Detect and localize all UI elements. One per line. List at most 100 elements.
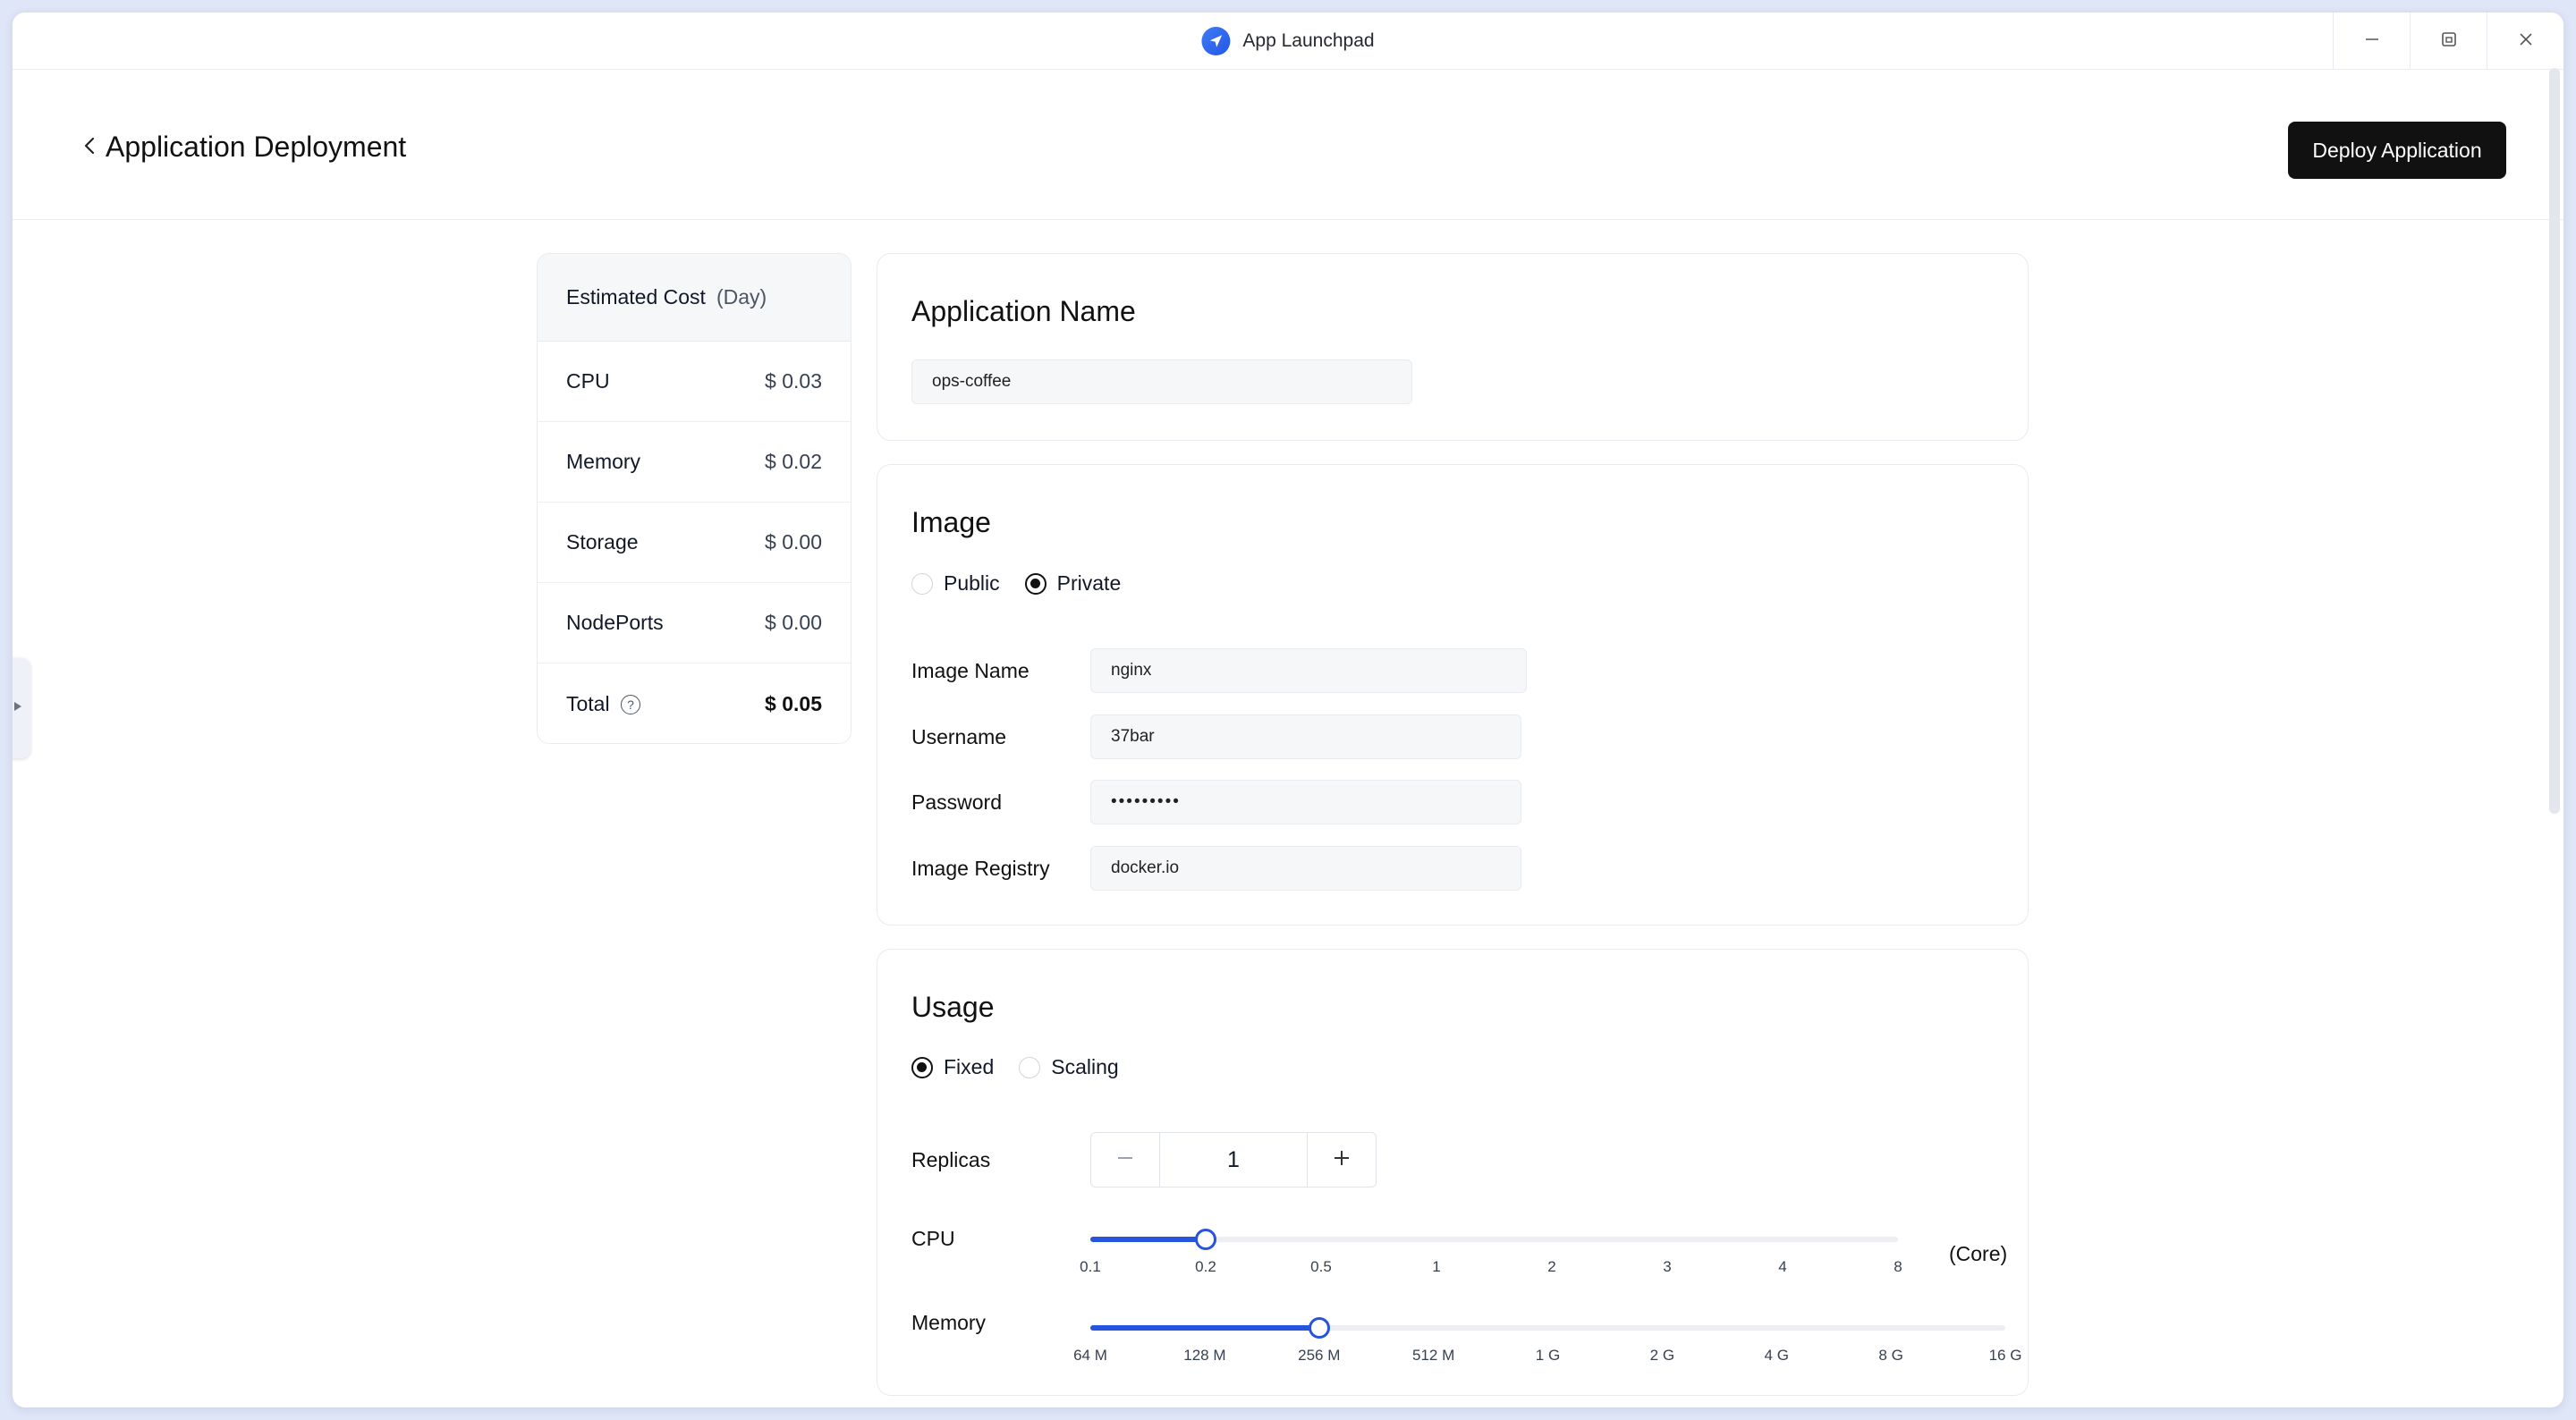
estimated-cost-panel: Estimated Cost (Day) CPU $ 0.03 Memory $…: [537, 253, 852, 744]
plus-icon: [1332, 1148, 1352, 1172]
slider-tick-label[interactable]: 1 G: [1535, 1347, 1561, 1364]
image-visibility-radio-group: Public Private: [911, 571, 1135, 596]
usage-title: Usage: [911, 991, 995, 1023]
increment-button[interactable]: [1308, 1133, 1376, 1187]
cost-row-memory: Memory $ 0.02: [538, 422, 851, 503]
username-input[interactable]: [1090, 714, 1521, 759]
cost-title: Estimated Cost: [566, 285, 706, 309]
slider-tick-label[interactable]: 64 M: [1073, 1347, 1107, 1364]
slider-tick-label[interactable]: 8: [1894, 1258, 1902, 1275]
cpu-label: CPU: [911, 1227, 955, 1250]
cost-price: $ 0.03: [765, 369, 822, 393]
minimize-button[interactable]: [2333, 13, 2410, 70]
slider-tick-label[interactable]: 256 M: [1298, 1347, 1341, 1364]
replicas-label: Replicas: [911, 1148, 991, 1171]
password-input[interactable]: [1090, 780, 1521, 824]
radio-label: Private: [1056, 571, 1122, 595]
memory-slider[interactable]: 64 M 128 M 256 M 512 M 1 G 2 G 4 G 8 G 16 G: [1073, 1317, 2021, 1375]
page-header: Application Deployment Deploy Applicatio…: [13, 70, 2563, 220]
caret-right-icon: [13, 700, 23, 717]
slider-thumb[interactable]: [1308, 1317, 1330, 1339]
slider-tick-label[interactable]: 16 G: [1988, 1347, 2022, 1364]
slider-tick-label[interactable]: 0.1: [1080, 1258, 1101, 1275]
username-label: Username: [911, 725, 1007, 748]
radio-private[interactable]: Private: [1024, 571, 1122, 596]
cost-label: NodePorts: [566, 611, 664, 634]
cost-row-storage: Storage $ 0.00: [538, 503, 851, 583]
radio-label: Public: [944, 571, 1000, 595]
slider-tick-label[interactable]: 8 G: [1878, 1347, 1903, 1364]
slider-tick-label[interactable]: 2: [1547, 1258, 1556, 1275]
radio-fixed[interactable]: Fixed: [911, 1055, 994, 1079]
cost-price: $ 0.00: [765, 530, 822, 554]
cost-price: $ 0.00: [765, 611, 822, 634]
radio-circle: [1019, 1056, 1041, 1078]
page-title: Application Deployment: [106, 131, 407, 163]
chevron-left-icon: [80, 135, 101, 161]
cpu-slider[interactable]: 0.1 0.2 0.5 1 2 3 4 8: [1080, 1229, 1902, 1287]
application-name-title: Application Name: [911, 295, 1136, 327]
radio-label: Scaling: [1051, 1055, 1119, 1078]
slider-tick-label[interactable]: 128 M: [1183, 1347, 1226, 1364]
image-title: Image: [911, 506, 991, 538]
replicas-value[interactable]: 1: [1159, 1133, 1308, 1187]
restore-icon: [2440, 30, 2458, 53]
slider-thumb[interactable]: [1195, 1229, 1216, 1250]
image-registry-input[interactable]: [1090, 846, 1521, 891]
slider-tick-label[interactable]: 512 M: [1412, 1347, 1455, 1364]
cost-header: Estimated Cost (Day): [538, 254, 851, 342]
memory-label: Memory: [911, 1311, 987, 1334]
slider-tick-label[interactable]: 4: [1778, 1258, 1787, 1275]
radio-circle: [911, 1056, 933, 1078]
usage-mode-radio-group: Fixed Scaling: [911, 1055, 1133, 1079]
radio-circle: [1024, 572, 1046, 595]
sidebar-toggle-handle[interactable]: [13, 658, 30, 758]
cost-row-nodeports: NodePorts $ 0.00: [538, 583, 851, 664]
radio-public[interactable]: Public: [911, 571, 1000, 596]
scrollbar[interactable]: [2549, 68, 2560, 814]
slider-fill: [1090, 1237, 1206, 1242]
slider-track[interactable]: [1090, 1325, 2005, 1331]
cpu-unit-label: (Core): [1949, 1242, 2008, 1265]
slider-tick-label[interactable]: 3: [1663, 1258, 1672, 1275]
cost-label: CPU: [566, 369, 610, 393]
slider-tick-label[interactable]: 4 G: [1764, 1347, 1789, 1364]
cost-period: (Day): [716, 285, 767, 309]
close-icon: [2517, 30, 2535, 53]
maximize-button[interactable]: [2410, 13, 2487, 70]
slider-tick-label[interactable]: 0.5: [1310, 1258, 1332, 1275]
radio-scaling[interactable]: Scaling: [1019, 1055, 1119, 1079]
close-button[interactable]: [2487, 13, 2563, 70]
image-card: Image Public Private Image Name Username…: [877, 464, 2029, 926]
usage-card: Usage Fixed Scaling Replicas 1: [877, 949, 2029, 1396]
deploy-application-button[interactable]: Deploy Application: [2288, 122, 2506, 179]
minimize-icon: [2363, 30, 2381, 53]
image-registry-label: Image Registry: [911, 857, 1050, 880]
slider-tick-label[interactable]: 1: [1432, 1258, 1441, 1275]
slider-tick-label[interactable]: 2 G: [1649, 1347, 1675, 1364]
app-window: App Launchpad: [13, 13, 2563, 1407]
password-label: Password: [911, 790, 1002, 814]
cost-row-total: Total ? $ 0.05: [538, 664, 851, 743]
image-name-input[interactable]: [1090, 648, 1527, 693]
window-controls: [2333, 13, 2563, 70]
window-title: App Launchpad: [1201, 13, 1375, 70]
total-label-group: Total ?: [566, 692, 640, 716]
slider-tick-label[interactable]: 0.2: [1195, 1258, 1216, 1275]
radio-circle: [911, 572, 933, 595]
total-price: $ 0.05: [765, 691, 822, 715]
cost-label: Memory: [566, 450, 641, 473]
window-title-text: App Launchpad: [1242, 30, 1375, 51]
question-circle-icon[interactable]: ?: [620, 695, 640, 715]
image-name-label: Image Name: [911, 659, 1030, 682]
application-name-input[interactable]: [911, 359, 1412, 404]
back-button[interactable]: [68, 125, 113, 170]
cost-label: Storage: [566, 530, 639, 554]
total-label: Total: [566, 691, 610, 715]
title-bar: App Launchpad: [13, 13, 2563, 70]
replicas-stepper: 1: [1090, 1132, 1377, 1188]
decrement-button[interactable]: [1091, 1133, 1159, 1187]
slider-track[interactable]: [1090, 1237, 1898, 1242]
application-name-card: Application Name: [877, 253, 2029, 441]
radio-label: Fixed: [944, 1055, 995, 1078]
